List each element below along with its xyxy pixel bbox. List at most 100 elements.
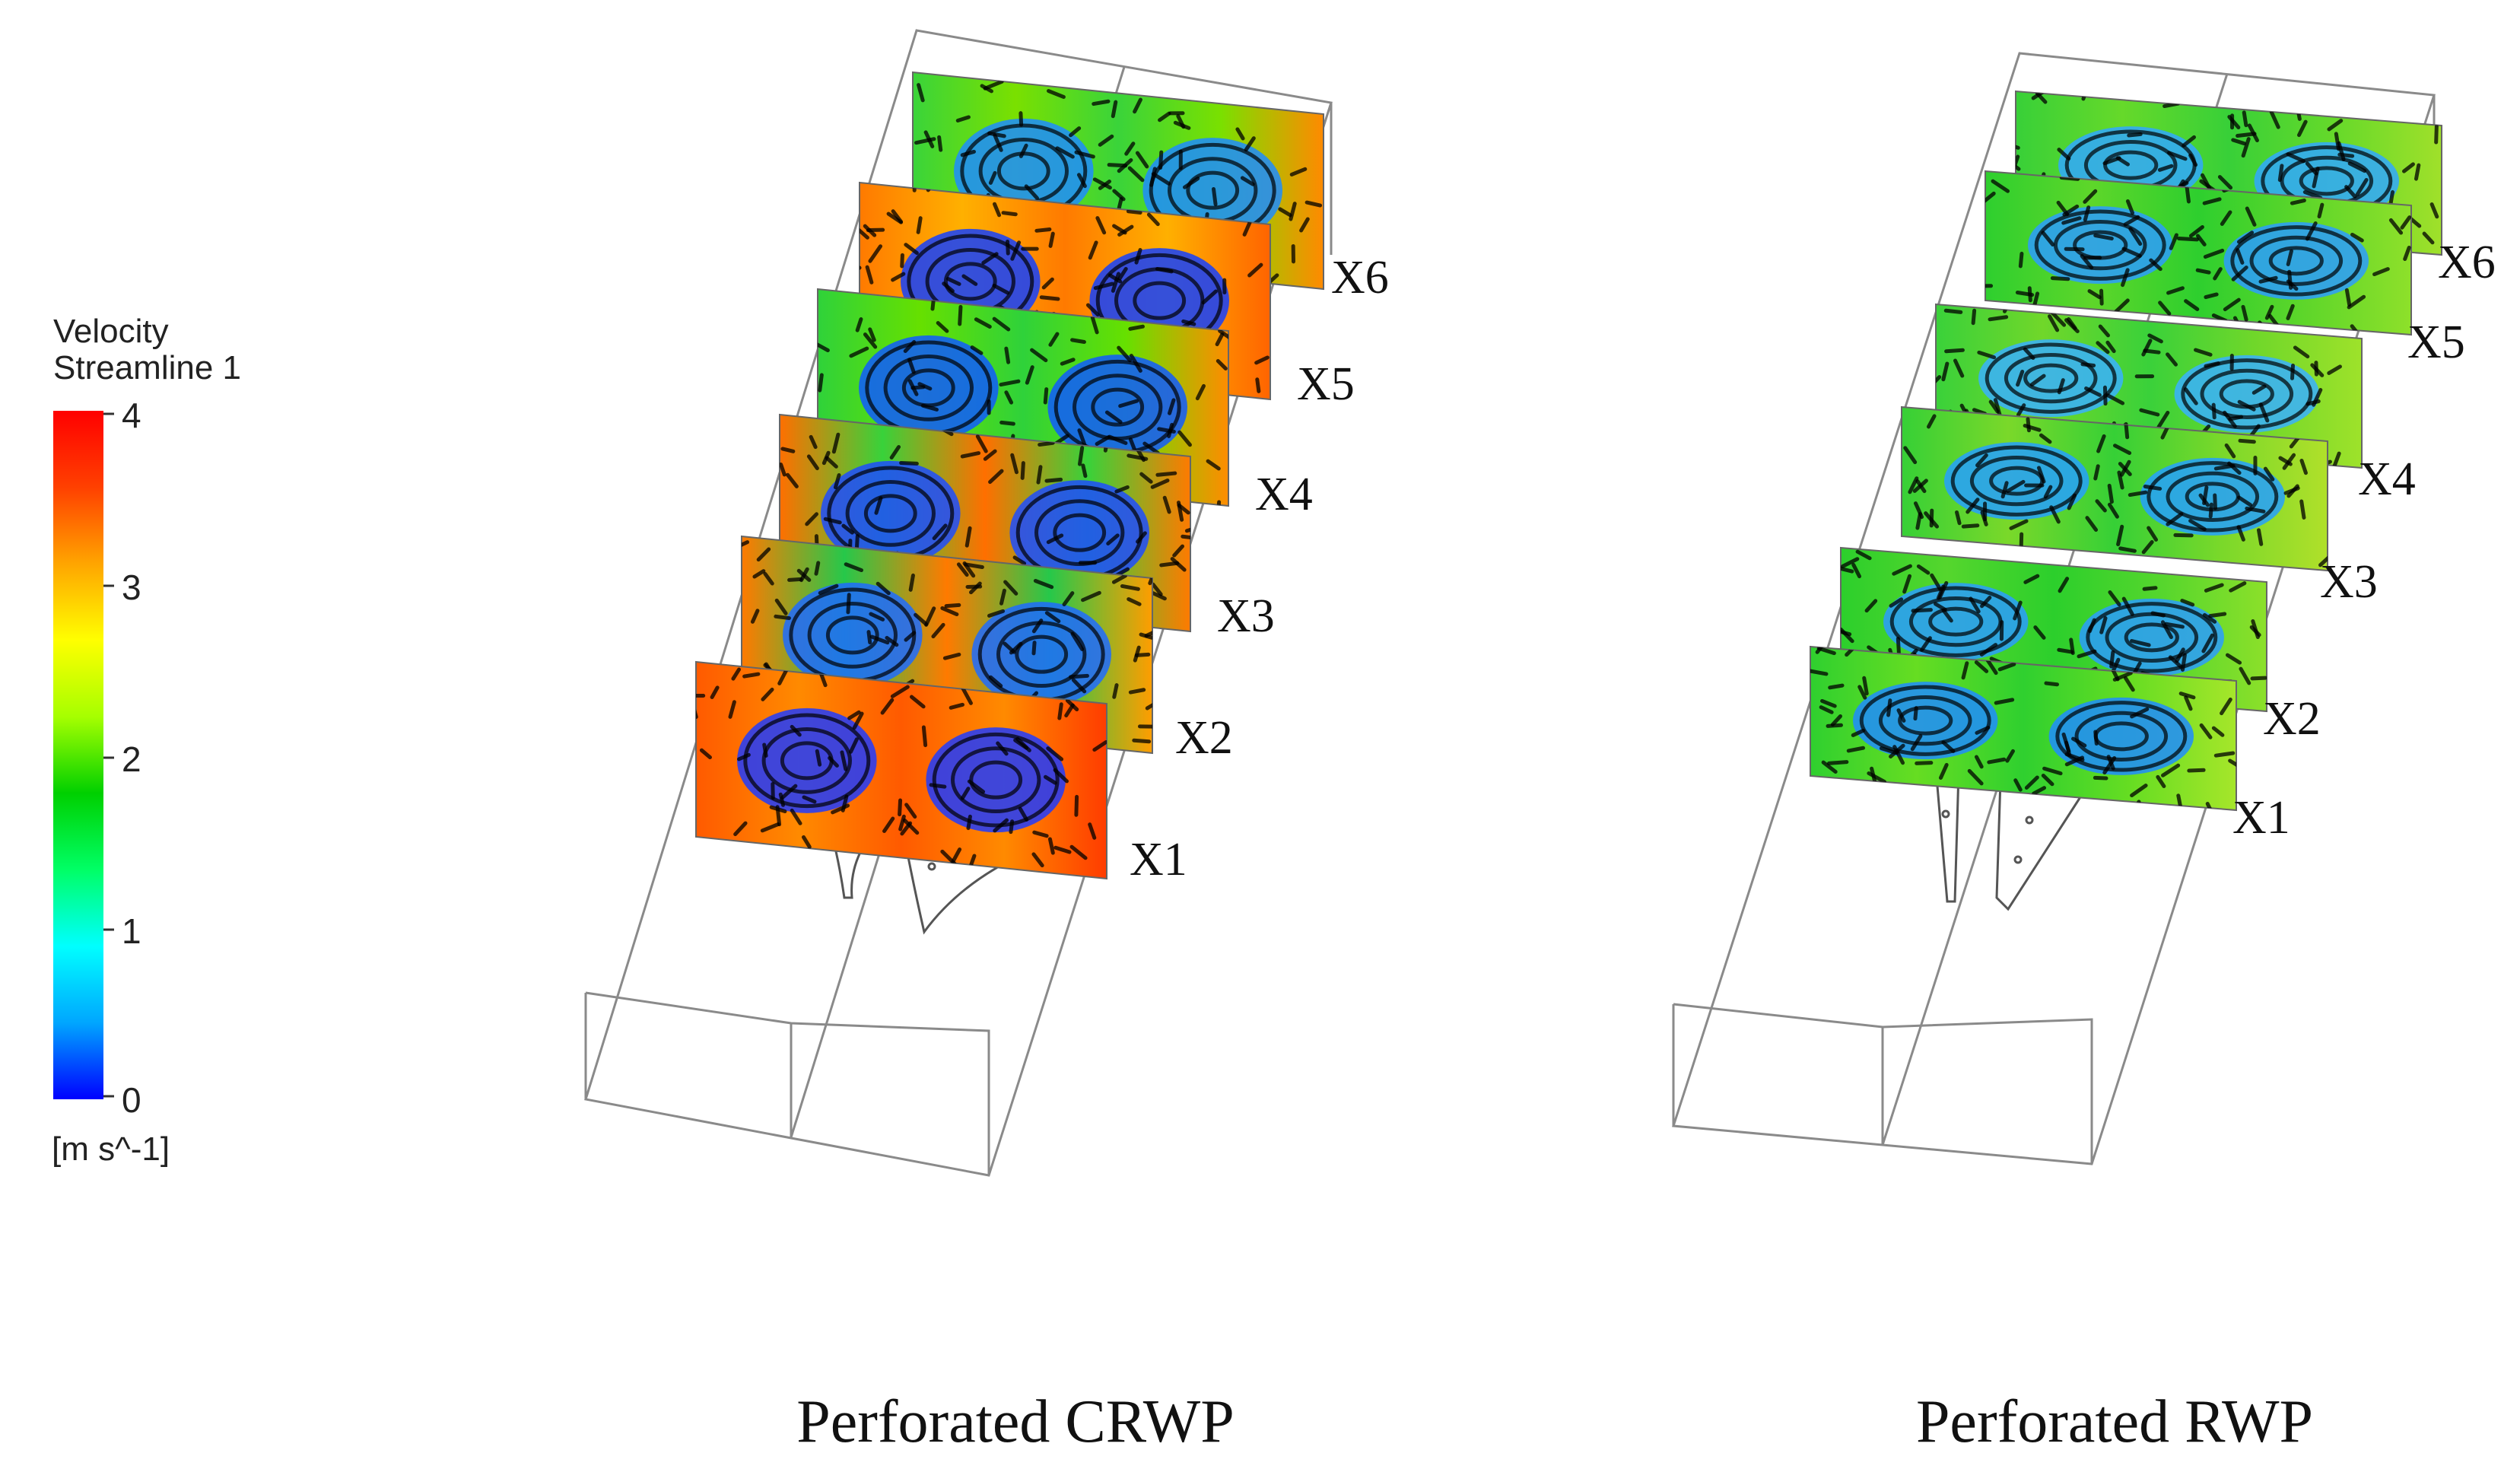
streamline-ring <box>2023 363 2079 393</box>
streamline-arrow <box>2116 524 2124 547</box>
streamline-arrow <box>818 342 830 353</box>
streamline-arrow <box>2211 726 2225 737</box>
plane-label-x5: X5 <box>1297 358 1355 410</box>
streamline-arrow <box>814 561 821 576</box>
streamline-arrow <box>1142 441 1160 455</box>
streamline-arrow <box>2061 216 2082 225</box>
streamline-arrow <box>1206 459 1221 471</box>
streamline-arrow <box>761 687 774 701</box>
streamline-arrow <box>763 571 774 586</box>
streamline-arrow <box>988 170 997 185</box>
plane-label-x5: X5 <box>2407 316 2465 368</box>
streamline-arrow <box>2141 540 2154 555</box>
streamline-arrow <box>2299 458 2308 475</box>
streamline-arrow <box>2295 103 2302 121</box>
streamline-arrow <box>2250 676 2267 681</box>
streamline-ring <box>2147 461 2279 533</box>
streamline-arrow <box>2016 370 2025 387</box>
streamline-arrow <box>1098 134 1114 147</box>
streamline-arrow <box>1855 549 1872 561</box>
streamline-arrow <box>2220 697 2232 716</box>
streamline-arrow <box>1107 434 1128 445</box>
streamline-arrow <box>999 588 1006 606</box>
streamline-arrow <box>2167 151 2188 161</box>
streamline-arrow <box>1997 662 2016 672</box>
streamline-arrow <box>940 606 959 617</box>
streamline-arrow <box>983 449 997 461</box>
streamline-arrow <box>2401 162 2415 173</box>
streamline-arrow <box>924 606 936 627</box>
legend-tick-0: 0 <box>122 1080 141 1120</box>
streamline-arrow <box>1985 191 1996 207</box>
streamline-arrow <box>1158 111 1171 122</box>
streamline-arrow <box>1985 657 1998 676</box>
streamline-arrow <box>2302 189 2323 200</box>
streamline-arrow <box>2241 304 2248 322</box>
streamline-arrow <box>1044 611 1061 624</box>
streamline-arrow <box>2195 268 2211 275</box>
streamline-arrow <box>917 83 925 103</box>
streamline-arrow <box>790 808 802 825</box>
streamline-arrow <box>818 583 839 595</box>
streamline-arrow <box>1896 637 1901 657</box>
streamline-arrow <box>898 798 903 817</box>
streamline-arrow <box>960 685 973 705</box>
streamline-arrow <box>1044 477 1063 483</box>
streamline-arrow <box>2403 246 2411 262</box>
streamline-arrow <box>1070 338 1086 345</box>
streamline-arrow <box>1111 100 1118 119</box>
streamline-arrow <box>1081 463 1088 479</box>
streamline-arrow <box>809 434 818 450</box>
streamline-arrow <box>1255 377 1261 393</box>
streamline-arrow <box>790 724 802 737</box>
streamline-arrow <box>2139 408 2160 417</box>
streamline-arrow <box>1092 740 1107 752</box>
streamline-arrow <box>1938 762 1949 780</box>
streamline-arrow <box>2334 132 2340 151</box>
streamline-arrow <box>899 461 919 466</box>
streamline-arrow <box>909 695 926 709</box>
streamline-arrow <box>1095 435 1111 447</box>
streamline-arrow <box>2297 119 2308 138</box>
streamline-arrow <box>1920 636 1932 652</box>
streamline-ring <box>2230 225 2363 297</box>
streamline-arrow <box>1025 365 1034 385</box>
streamline-arrow <box>2114 298 2130 313</box>
vortex-core <box>1853 682 1998 760</box>
streamline-arrow <box>2202 197 2222 205</box>
streamline-arrow <box>2156 774 2166 788</box>
streamline-arrow <box>1039 295 1060 301</box>
streamline-ring <box>1950 445 2083 517</box>
streamline-arrow <box>2093 464 2100 481</box>
streamline-arrow <box>2434 124 2439 145</box>
velocity-legend: Velocity Streamline 1 4 3 2 1 0 [m s^-1] <box>52 313 241 1168</box>
streamline-arrow <box>1098 180 1112 190</box>
streamline-ring <box>1889 586 2022 657</box>
streamline-arrow <box>1114 485 1130 494</box>
streamline-arrow <box>937 135 943 152</box>
streamline-arrow <box>1182 176 1200 189</box>
streamline-arrow <box>2000 481 2009 499</box>
streamline-arrow <box>2164 622 2185 629</box>
streamline-arrow <box>1041 277 1054 290</box>
streamline-arrow <box>728 700 736 719</box>
streamline-arrow <box>920 403 939 412</box>
streamline-arrow <box>2127 132 2143 138</box>
streamline-arrow <box>869 634 890 645</box>
streamline-ring <box>2166 471 2260 522</box>
streamline-arrow <box>1943 308 1963 314</box>
streamline-arrow <box>774 598 788 615</box>
streamline-arrow <box>2019 532 2024 554</box>
streamline-arrow <box>2317 202 2325 219</box>
streamline-arrow <box>1975 725 1991 735</box>
streamline-arrow <box>2125 199 2135 215</box>
streamline-arrow <box>2305 399 2321 406</box>
streamline-arrow <box>2093 775 2108 781</box>
velocity-plane-x5: X5 <box>1985 170 2465 368</box>
streamline-ring <box>2299 166 2354 196</box>
streamline-arrow <box>1181 319 1196 326</box>
streamline-arrow <box>2299 499 2306 520</box>
streamline-arrow <box>2121 268 2130 288</box>
streamline-arrow <box>2293 345 2310 359</box>
streamline-arrow <box>1139 472 1153 484</box>
